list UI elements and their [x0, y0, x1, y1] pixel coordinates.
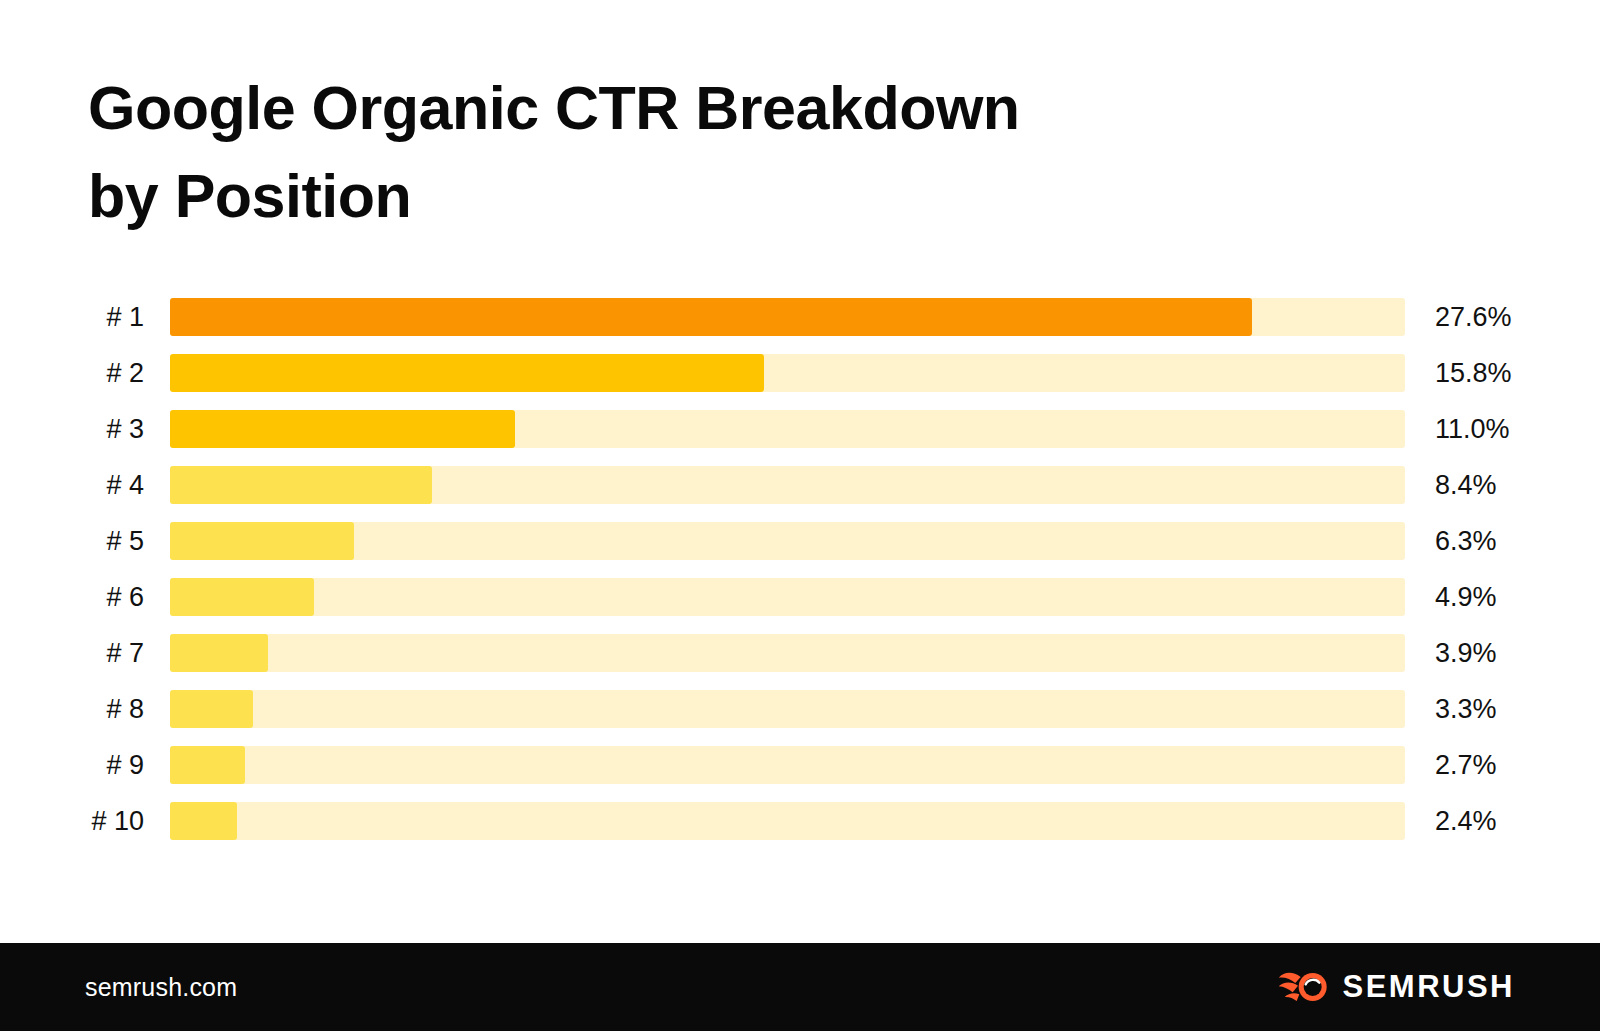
bar-track	[170, 298, 1405, 336]
chart-row: # 7 3.9%	[88, 634, 1512, 672]
bar-fill	[170, 634, 268, 672]
bar-track	[170, 354, 1405, 392]
ctr-value-label: 8.4%	[1435, 470, 1497, 501]
chart-row: # 3 11.0%	[88, 410, 1512, 448]
bar-track	[170, 634, 1405, 672]
footer-url: semrush.com	[85, 973, 237, 1002]
bar-fill	[170, 802, 237, 840]
ctr-value-label: 3.3%	[1435, 694, 1497, 725]
footer-bar: semrush.com SEMRUSH	[0, 943, 1600, 1031]
bar-track	[170, 522, 1405, 560]
chart-row: # 2 15.8%	[88, 354, 1512, 392]
chart-row: # 10 2.4%	[88, 802, 1512, 840]
ctr-value-label: 11.0%	[1435, 414, 1510, 445]
position-label: # 9	[88, 750, 144, 781]
chart-row: # 9 2.7%	[88, 746, 1512, 784]
bar-fill	[170, 690, 253, 728]
position-label: # 6	[88, 582, 144, 613]
chart-row: # 5 6.3%	[88, 522, 1512, 560]
title-line-1: Google Organic CTR Breakdown	[88, 74, 1020, 142]
bar-track	[170, 578, 1405, 616]
bar-track	[170, 410, 1405, 448]
ctr-value-label: 4.9%	[1435, 582, 1497, 613]
semrush-flame-icon	[1278, 969, 1330, 1005]
bar-fill	[170, 298, 1252, 336]
bar-track	[170, 802, 1405, 840]
ctr-value-label: 15.8%	[1435, 358, 1512, 389]
page-title: Google Organic CTR Breakdown by Position	[88, 64, 1020, 240]
position-label: # 4	[88, 470, 144, 501]
bar-track	[170, 690, 1405, 728]
bar-track	[170, 466, 1405, 504]
bar-fill	[170, 410, 515, 448]
position-label: # 2	[88, 358, 144, 389]
infographic: Google Organic CTR Breakdownby Position …	[0, 0, 1600, 1031]
bar-fill	[170, 466, 432, 504]
chart-row: # 8 3.3%	[88, 690, 1512, 728]
position-label: # 1	[88, 302, 144, 333]
ctr-bar-chart: # 1 27.6% # 2 15.8% # 3 11.0% # 4	[88, 298, 1512, 858]
semrush-wordmark: SEMRUSH	[1342, 969, 1515, 1005]
position-label: # 3	[88, 414, 144, 445]
ctr-value-label: 27.6%	[1435, 302, 1512, 333]
ctr-value-label: 3.9%	[1435, 638, 1497, 669]
ctr-value-label: 2.4%	[1435, 806, 1497, 837]
semrush-logo: SEMRUSH	[1278, 969, 1515, 1005]
bar-fill	[170, 578, 314, 616]
position-label: # 8	[88, 694, 144, 725]
chart-row: # 4 8.4%	[88, 466, 1512, 504]
bar-track	[170, 746, 1405, 784]
bar-fill	[170, 354, 764, 392]
bar-fill	[170, 522, 354, 560]
ctr-value-label: 2.7%	[1435, 750, 1497, 781]
position-label: # 10	[88, 806, 144, 837]
position-label: # 5	[88, 526, 144, 557]
bar-fill	[170, 746, 245, 784]
position-label: # 7	[88, 638, 144, 669]
chart-row: # 1 27.6%	[88, 298, 1512, 336]
chart-row: # 6 4.9%	[88, 578, 1512, 616]
ctr-value-label: 6.3%	[1435, 526, 1497, 557]
title-line-2: by Position	[88, 162, 411, 230]
